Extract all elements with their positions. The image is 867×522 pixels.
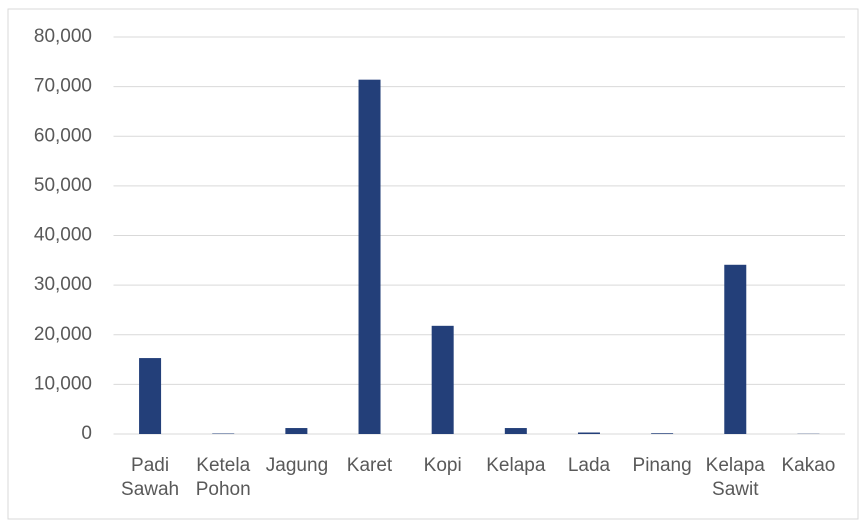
x-tick-label-box: Ketela Pohon (195, 455, 251, 500)
x-tick-label: Ketela Pohon (195, 455, 251, 500)
y-tick-label: 50,000 (34, 175, 92, 196)
bar (285, 428, 308, 434)
x-tick-label: Karet (346, 455, 393, 476)
chart-border (7, 8, 859, 520)
x-tick-label: Lada (567, 455, 611, 476)
bar (431, 325, 454, 434)
x-tick-label: Pinang (632, 455, 692, 476)
bar (724, 264, 747, 434)
x-tick-label-box: Kelapa Sawit (705, 455, 765, 500)
y-tick-label: 20,000 (34, 324, 92, 345)
bar (504, 428, 527, 434)
x-tick-label: Kopi (423, 455, 462, 476)
x-tick-label-box: Kelapa (486, 455, 546, 476)
x-tick-label: Jagung (265, 455, 329, 476)
y-tick-label: 60,000 (34, 125, 92, 146)
x-tick-label-box: Kakao (781, 455, 836, 476)
x-tick-label: Kelapa (486, 455, 546, 476)
x-tick-label: Padi Sawah (121, 455, 180, 500)
x-tick-label-box: Lada (567, 455, 611, 476)
bar (577, 432, 600, 434)
x-tick-label: Kelapa Sawit (705, 455, 765, 500)
bar (651, 433, 674, 434)
y-tick-label: 80,000 (34, 26, 92, 47)
y-tick-label: 0 (81, 423, 92, 444)
y-tick-label: 30,000 (34, 274, 92, 295)
bar (358, 79, 381, 435)
x-tick-label-box: Kopi (423, 455, 462, 476)
y-tick-label: 70,000 (34, 76, 92, 97)
x-tick-label-box: Pinang (632, 455, 692, 476)
x-tick-label-box: Karet (346, 455, 393, 476)
x-tick-label-box: Jagung (265, 455, 329, 476)
x-tick-label: Kakao (781, 455, 836, 476)
x-tick-label-box: Padi Sawah (121, 455, 180, 500)
y-tick-label: 10,000 (34, 373, 92, 394)
y-tick-label: 40,000 (34, 225, 92, 246)
bar (139, 358, 162, 434)
